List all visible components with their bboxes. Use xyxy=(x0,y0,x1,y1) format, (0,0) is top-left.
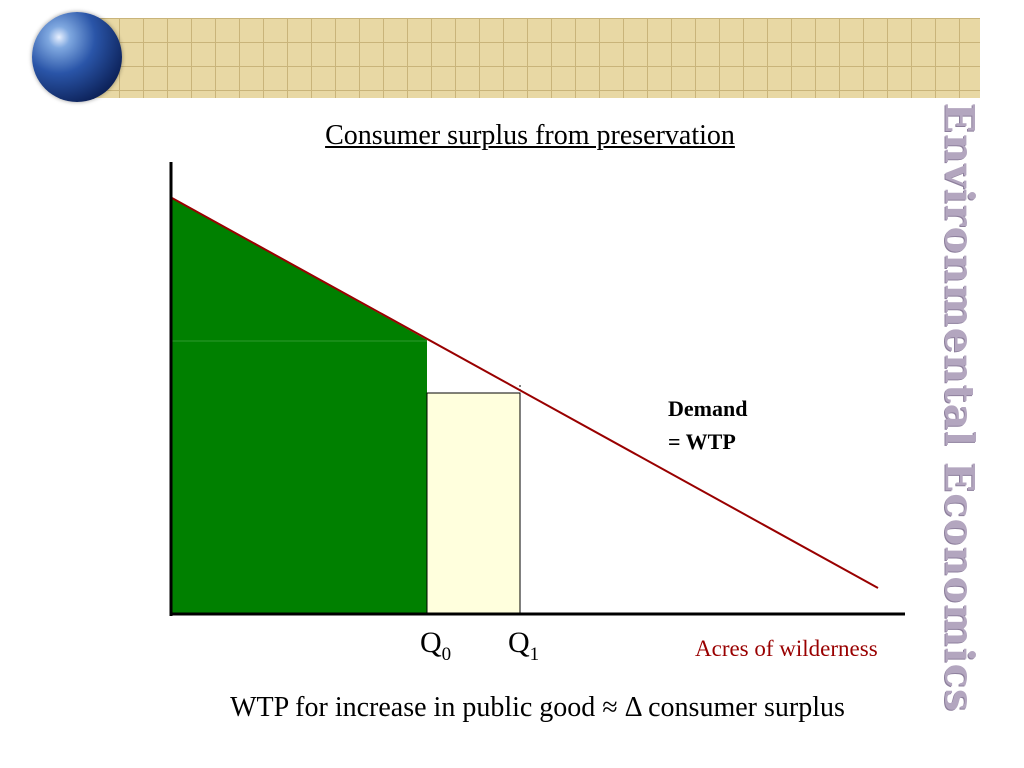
globe-icon xyxy=(32,12,122,102)
q0-subscript: 0 xyxy=(442,644,452,665)
slide-caption: WTP for increase in public good ≈ Δ cons… xyxy=(230,692,845,723)
surplus-increase-area xyxy=(426,392,521,615)
slide-title: Consumer surplus from preservation xyxy=(325,120,735,151)
decorative-map-banner xyxy=(95,18,980,98)
q1-label: Q1 xyxy=(508,626,539,665)
demand-label-line1: Demand xyxy=(668,396,747,421)
q1-subscript: 1 xyxy=(530,644,540,665)
q0-main: Q xyxy=(420,626,442,659)
x-axis-label: Acres of wilderness xyxy=(695,636,878,661)
demand-curve xyxy=(171,197,879,589)
q0-label: Q0 xyxy=(420,626,451,665)
demand-label-line2: = WTP xyxy=(668,429,736,454)
consumer-surplus-area xyxy=(172,198,427,614)
q1-main: Q xyxy=(508,626,530,659)
